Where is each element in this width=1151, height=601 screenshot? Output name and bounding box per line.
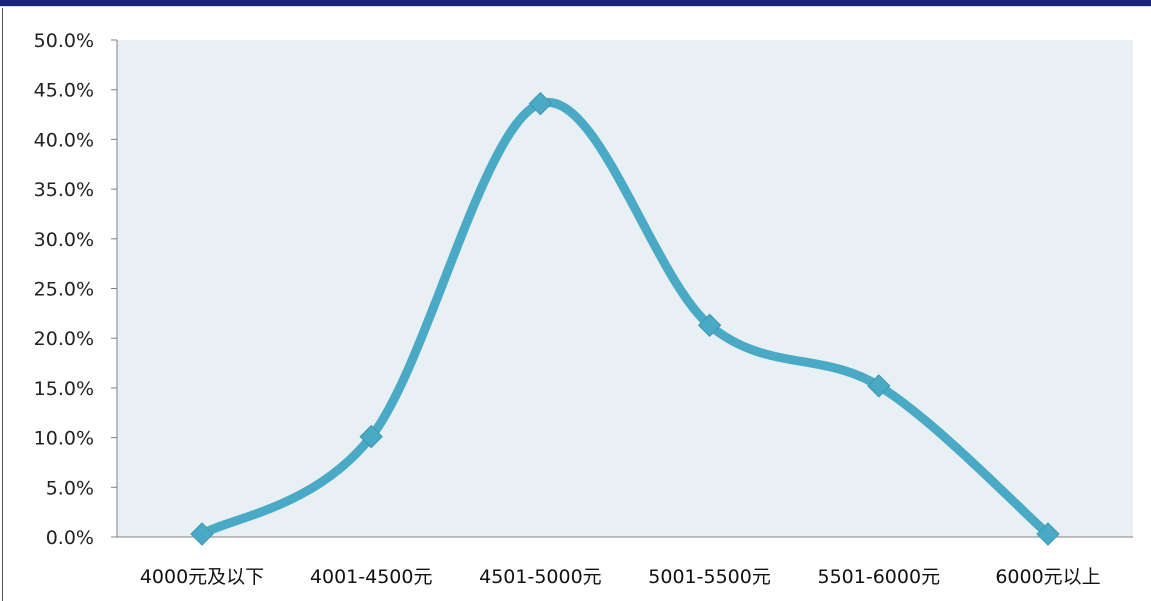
y-tick-label: 15.0% (34, 378, 94, 400)
y-tick-label: 35.0% (34, 179, 94, 201)
x-axis: 4000元及以下 4001-4500元 4501-5000元 5001-5500元 55… (117, 536, 1133, 588)
top-border (0, 0, 1151, 6)
y-tick-label: 45.0% (34, 80, 94, 102)
y-tick-label: 30.0% (34, 229, 94, 251)
data-point-marker (528, 91, 553, 116)
left-border (2, 8, 3, 601)
x-category-label: 5501-6000元 (818, 566, 941, 588)
x-category-label: 4501-5000元 (479, 566, 602, 588)
x-category-label: 4000元及以下 (140, 566, 264, 588)
data-point-marker (359, 424, 383, 449)
top-border-highlight (0, 6, 1151, 7)
y-tick-label: 50.0% (34, 30, 94, 52)
y-tick-label: 10.0% (34, 428, 94, 450)
data-point-marker (697, 313, 722, 337)
x-category-label: 5001-5500元 (648, 566, 771, 588)
x-category-label: 6000元以上 (995, 566, 1100, 588)
y-tick-label: 40.0% (34, 129, 94, 151)
series-markers (190, 91, 1060, 546)
plot-area (117, 40, 1133, 537)
data-point-marker (867, 374, 891, 398)
y-tick-label: 20.0% (34, 328, 94, 350)
x-category-label: 4001-4500元 (310, 566, 433, 588)
data-point-marker (190, 522, 214, 546)
y-tick-label: 25.0% (34, 279, 94, 301)
y-tick-label: 0.0% (46, 527, 94, 549)
y-axis: 0.0% 5.0% 10.0% 15.0% 20.0% 25.0% 30.0% 35.0% 40… (34, 30, 118, 549)
y-tick-label: 5.0% (46, 477, 94, 499)
data-point-marker (1036, 522, 1060, 546)
